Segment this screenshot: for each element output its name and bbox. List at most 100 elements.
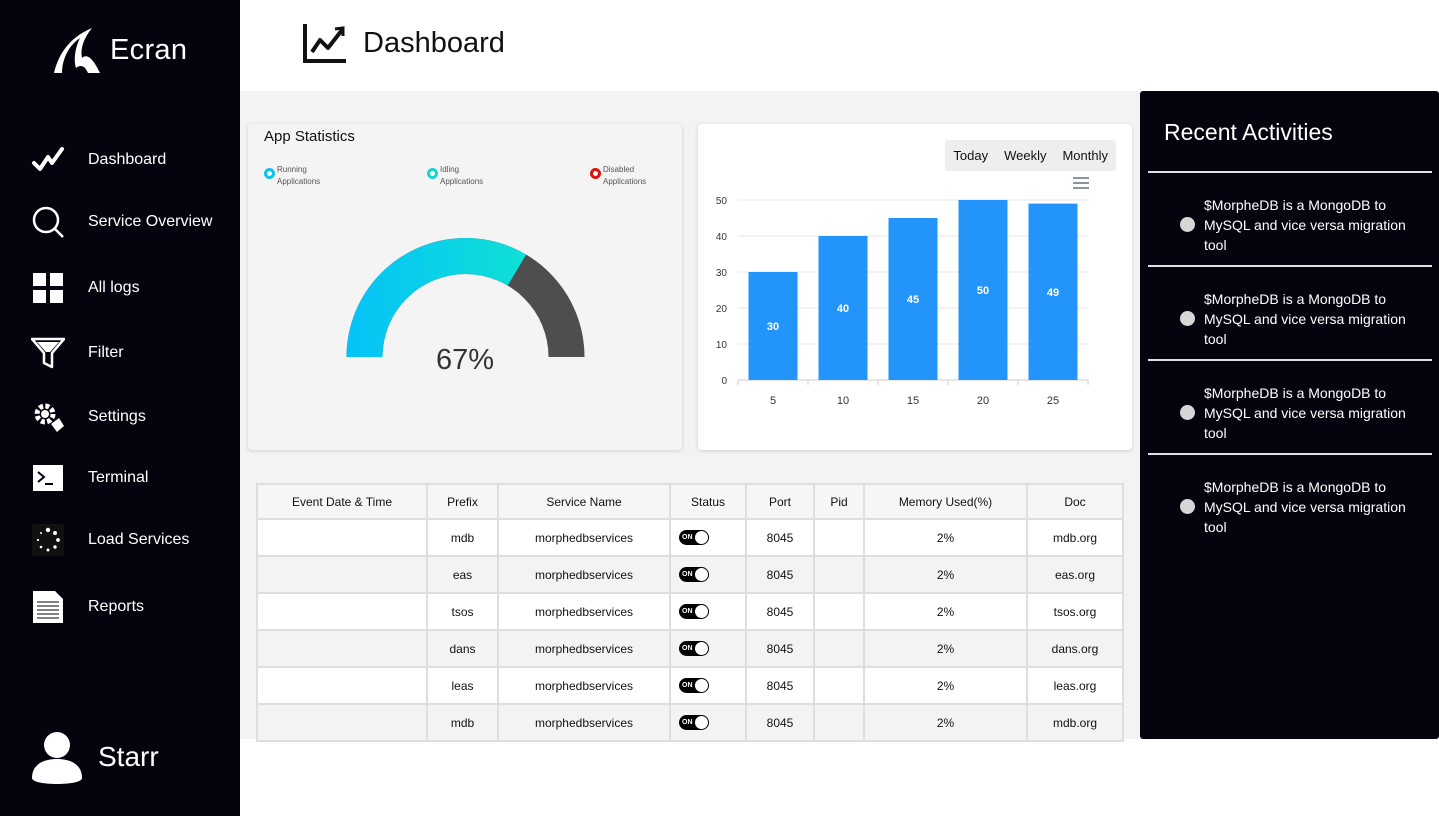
bar [888,218,938,380]
activity-item[interactable]: $MorpheDB is a MongoDB to MySQL and vice… [1148,453,1432,547]
service-name-cell: morphedbservices [497,518,671,557]
activity-dot-icon [1180,311,1195,326]
doc-cell: eas.org [1026,555,1124,594]
toggle-label: ON [682,608,693,616]
memory-cell: 2% [863,518,1028,557]
activity-text: $MorpheDB is a MongoDB to MySQL and vice… [1204,479,1406,535]
nav-item-load-services[interactable]: Load Services [30,520,189,560]
toggle-knob [695,716,708,730]
event-cell [256,555,428,594]
nav-item-dashboard[interactable]: Dashboard [30,140,166,180]
user-name: Starr [98,741,159,772]
legend-label: Disabled Applications [603,165,647,186]
services-table: Event Date & Time Prefix Service Name St… [256,483,1124,742]
status-cell: ON [669,592,747,631]
prefix-cell: dans [426,629,499,668]
gauge-value: 67% [435,344,495,376]
nav-item-reports[interactable]: Reports [30,587,144,627]
legend-idling[interactable]: Idling Applications [427,164,500,188]
chart-menu-icon[interactable] [1072,176,1090,190]
usage-gauge [346,237,585,357]
legend-dot-running [264,168,275,179]
gauge-fill [346,237,527,357]
activity-item[interactable]: $MorpheDB is a MongoDB to MySQL and vice… [1148,265,1432,359]
column-header[interactable]: Event Date & Time [256,483,428,520]
toggle-knob [695,642,708,656]
user-profile[interactable]: Starr [30,730,159,784]
search-icon [30,204,66,240]
activity-text: $MorpheDB is a MongoDB to MySQL and vice… [1204,197,1406,253]
memory-cell: 2% [863,592,1028,631]
range-today-button[interactable]: Today [953,148,989,163]
table-row[interactable]: eas morphedbservices ON 8045 2% eas.org [256,555,1124,594]
memory-cell: 2% [863,555,1028,594]
column-header[interactable]: Service Name [497,483,671,520]
service-name-cell: morphedbservices [497,592,671,631]
brand[interactable]: Ecran [52,26,187,74]
status-toggle[interactable]: ON [679,530,709,546]
doc-cell: mdb.org [1026,703,1124,742]
status-toggle[interactable]: ON [679,604,709,620]
legend-running[interactable]: Running Applications [264,164,337,188]
status-cell: ON [669,518,747,557]
status-cell: ON [669,703,747,742]
nav-item-service-overview[interactable]: Service Overview [30,202,212,242]
column-header[interactable]: Prefix [426,483,499,520]
status-toggle[interactable]: ON [679,641,709,657]
prefix-cell: leas [426,666,499,705]
pid-cell [813,666,865,705]
y-tick-label: 40 [716,232,728,243]
table-row[interactable]: dans morphedbservices ON 8045 2% dans.org [256,629,1124,668]
bar-value-label: 40 [837,303,849,315]
prefix-cell: tsos [426,592,499,631]
column-header[interactable]: Doc [1026,483,1124,520]
activities-title: Recent Activities [1164,119,1333,145]
nav-item-terminal[interactable]: Terminal [30,458,148,498]
bar-value-label: 45 [907,294,919,306]
range-monthly-button[interactable]: Monthly [1062,148,1108,163]
prefix-cell: mdb [426,518,499,557]
toggle-label: ON [682,719,693,727]
document-icon [30,589,66,625]
bar [818,236,868,380]
nav-label: Terminal [88,469,149,486]
column-header[interactable]: Pid [813,483,865,520]
range-weekly-button[interactable]: Weekly [1004,148,1047,163]
table-row[interactable]: mdb morphedbservices ON 8045 2% mdb.org [256,518,1124,557]
user-avatar-icon [32,732,82,784]
service-name-cell: morphedbservices [497,666,671,705]
nav-item-all-logs[interactable]: All logs [30,268,140,308]
x-tick-label: 10 [837,395,849,407]
status-toggle[interactable]: ON [679,567,709,583]
nav-item-settings[interactable]: Settings [30,397,146,437]
table-row[interactable]: leas morphedbservices ON 8045 2% leas.org [256,666,1124,705]
x-tick-label: 20 [977,395,989,407]
table-row[interactable]: tsos morphedbservices ON 8045 2% tsos.org [256,592,1124,631]
nav-item-filter[interactable]: Filter [30,333,124,373]
toggle-label: ON [682,645,693,653]
legend-disabled[interactable]: Disabled Applications [590,164,663,188]
activity-item[interactable]: $MorpheDB is a MongoDB to MySQL and vice… [1148,359,1432,453]
prefix-cell: mdb [426,703,499,742]
nav-label: Dashboard [88,151,167,168]
recent-activities-panel: Recent Activities $MorpheDB is a MongoDB… [1140,91,1439,739]
x-tick-label: 25 [1047,395,1059,407]
port-cell: 8045 [745,629,815,668]
status-toggle[interactable]: ON [679,715,709,731]
column-header[interactable]: Memory Used(%) [863,483,1028,520]
event-cell [256,592,428,631]
column-header[interactable]: Status [669,483,747,520]
status-cell: ON [669,555,747,594]
status-toggle[interactable]: ON [679,678,709,694]
port-cell: 8045 [745,555,815,594]
event-cell [256,666,428,705]
toggle-knob [695,531,708,545]
pid-cell [813,592,865,631]
activity-item[interactable]: $MorpheDB is a MongoDB to MySQL and vice… [1148,171,1432,265]
table-row[interactable]: mdb morphedbservices ON 8045 2% mdb.org [256,703,1124,742]
column-header[interactable]: Port [745,483,815,520]
memory-cell: 2% [863,666,1028,705]
bar-chart: 0 10 20 30 40 50 30 5 40 10 45 15 50 20 49 25 [716,196,1089,407]
legend-label: Idling Applications [440,165,484,186]
activity-dot-icon [1180,217,1195,232]
